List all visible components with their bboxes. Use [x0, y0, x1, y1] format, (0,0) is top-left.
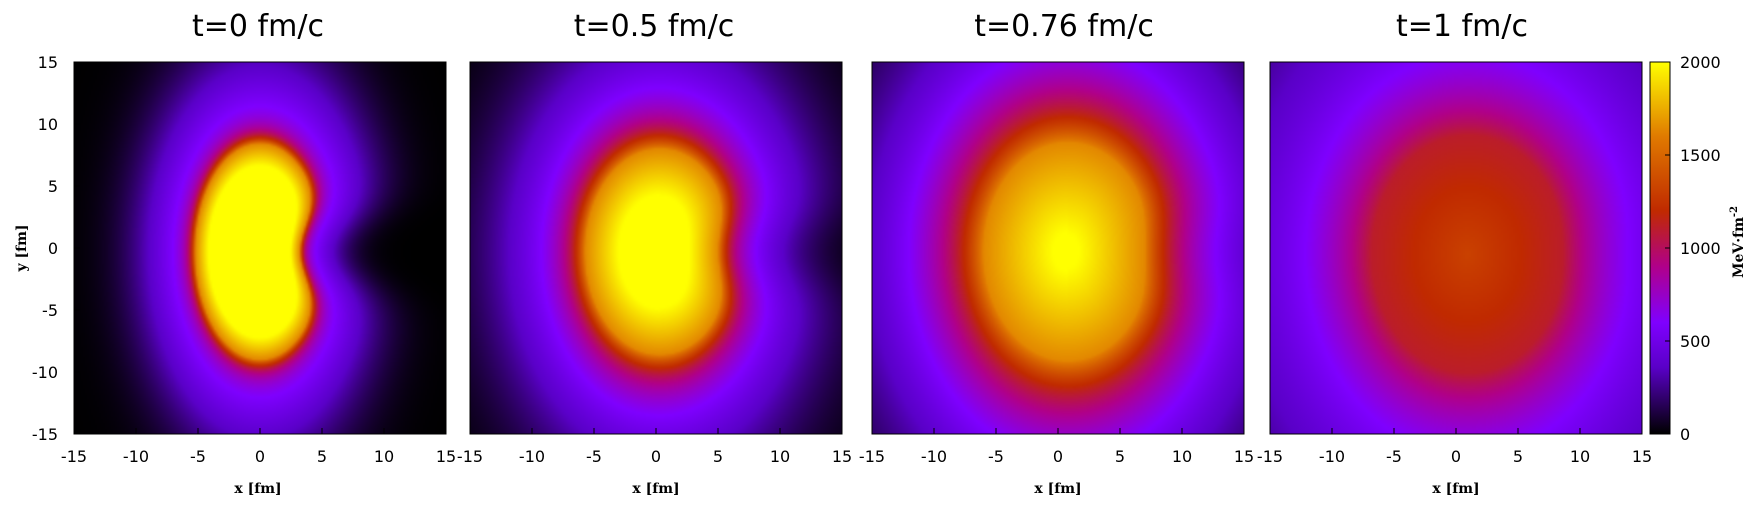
panel-4-heatmap — [1270, 62, 1642, 434]
x-tick-label: -15 — [859, 447, 885, 466]
panel-2-title: t=0.5 fm/c — [574, 9, 735, 44]
x-tick-label: 5 — [317, 447, 327, 466]
x-tick-label: -15 — [61, 447, 87, 466]
y-tick-label: 15 — [38, 53, 58, 72]
y-tick-label: -5 — [42, 301, 58, 320]
x-tick-label: -5 — [988, 447, 1004, 466]
panel-1-title: t=0 fm/c — [192, 9, 324, 44]
colorbar-tick-label: 0 — [1680, 425, 1690, 444]
panel-2-heatmap — [470, 62, 842, 434]
panel-3-heatmap — [872, 62, 1244, 434]
colorbar-label-exponent: -2 — [1729, 206, 1740, 217]
x-tick-label: 10 — [374, 447, 394, 466]
panel-3: t=0.76 fm/c -15 -10 -5 0 5 10 15 x [fm] — [859, 9, 1254, 497]
x-tick-label: 0 — [1451, 447, 1461, 466]
y-tick-label: -15 — [32, 425, 58, 444]
panel-1-ylabel: y [fm] — [14, 224, 30, 272]
colorbar-tick-label: 500 — [1680, 332, 1711, 351]
panel-3-x-ticks: -15 -10 -5 0 5 10 15 — [859, 428, 1254, 466]
panel-2-xlabel: x [fm] — [632, 481, 679, 497]
panel-3-xlabel: x [fm] — [1034, 481, 1081, 497]
x-tick-label: -15 — [1257, 447, 1283, 466]
x-tick-label: -15 — [457, 447, 483, 466]
x-tick-label: 0 — [255, 447, 265, 466]
panel-1-xlabel: x [fm] — [234, 481, 281, 497]
x-tick-label: -5 — [1386, 447, 1402, 466]
x-tick-label: 15 — [1632, 447, 1652, 466]
x-tick-label: -10 — [123, 447, 149, 466]
panel-2: t=0.5 fm/c -15 -10 -5 0 5 10 15 x [fm] — [457, 9, 852, 497]
x-tick-label: 5 — [1115, 447, 1125, 466]
panel-4-xlabel: x [fm] — [1432, 481, 1479, 497]
x-tick-label: 0 — [651, 447, 661, 466]
x-tick-label: 15 — [832, 447, 852, 466]
panel-4-title: t=1 fm/c — [1396, 9, 1528, 44]
x-tick-label: -5 — [190, 447, 206, 466]
panel-1-y-ticks: -15 -10 -5 0 5 10 15 — [32, 53, 80, 444]
colorbar-label-unit: MeV·fm — [1731, 217, 1747, 278]
y-tick-label: 5 — [48, 177, 58, 196]
panel-3-title: t=0.76 fm/c — [974, 9, 1154, 44]
x-tick-label: -10 — [519, 447, 545, 466]
x-tick-label: 15 — [436, 447, 456, 466]
colorbar: 0 500 1000 1500 2000 MeV·fm-2 — [1649, 53, 1747, 444]
y-tick-label: 10 — [38, 115, 58, 134]
colorbar-ticks: 0 500 1000 1500 2000 — [1665, 53, 1721, 444]
x-tick-label: 10 — [1570, 447, 1590, 466]
panel-1-heatmap — [74, 62, 446, 434]
x-tick-label: 5 — [1513, 447, 1523, 466]
colorbar-label: MeV·fm-2 — [1729, 206, 1747, 278]
x-tick-label: 5 — [713, 447, 723, 466]
x-tick-label: -10 — [1319, 447, 1345, 466]
y-tick-label: -10 — [32, 363, 58, 382]
panel-4: t=1 fm/c -15 -10 -5 0 5 10 15 x [fm] — [1257, 9, 1652, 497]
x-tick-label: -10 — [921, 447, 947, 466]
colorbar-tick-label: 2000 — [1680, 53, 1721, 72]
panel-4-x-ticks: -15 -10 -5 0 5 10 15 — [1257, 428, 1652, 466]
x-tick-label: 0 — [1053, 447, 1063, 466]
x-tick-label: 15 — [1234, 447, 1254, 466]
colorbar-tick-label: 1500 — [1680, 146, 1721, 165]
x-tick-label: 10 — [770, 447, 790, 466]
colorbar-tick-label: 1000 — [1680, 239, 1721, 258]
panel-1-x-ticks: -15 -10 -5 0 5 10 15 — [61, 428, 456, 466]
x-tick-label: 10 — [1172, 447, 1192, 466]
panel-2-x-ticks: -15 -10 -5 0 5 10 15 — [457, 428, 852, 466]
panel-1: t=0 fm/c -15 -10 -5 0 5 10 15 -15 -10 -5 0 5 10 15 x… — [14, 9, 456, 497]
x-tick-label: -5 — [586, 447, 602, 466]
y-tick-label: 0 — [48, 239, 58, 258]
